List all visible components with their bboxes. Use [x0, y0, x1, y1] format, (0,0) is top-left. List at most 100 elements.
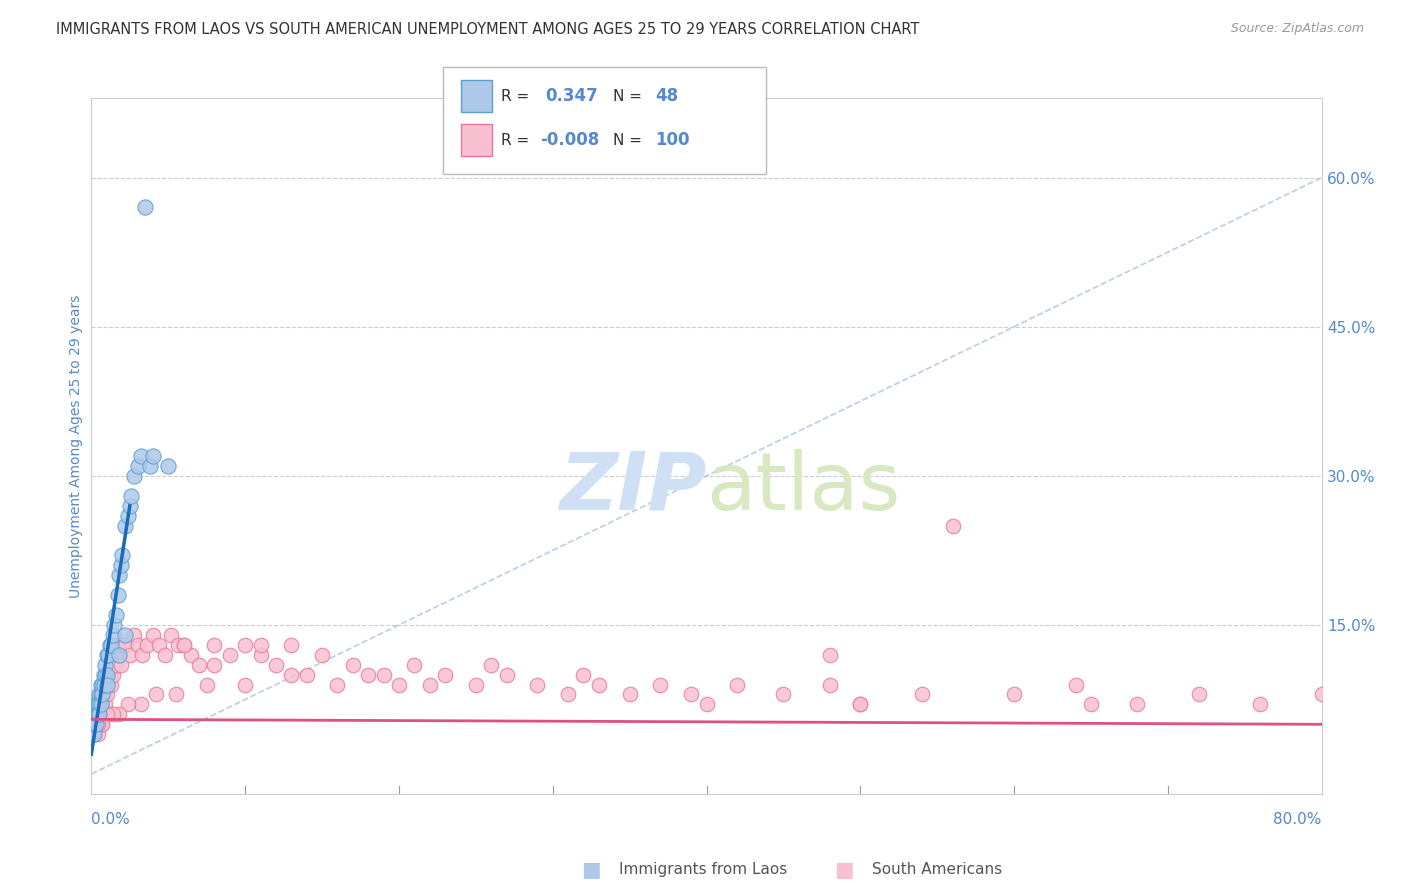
Point: [464, 677, 486, 691]
Point: [91, 677, 114, 691]
Point: [114, 638, 136, 652]
Point: [84, 707, 107, 722]
Point: [1126, 698, 1149, 712]
Point: [118, 499, 141, 513]
Point: [173, 638, 195, 652]
Point: [124, 468, 146, 483]
Point: [280, 667, 302, 681]
Point: [83, 707, 105, 722]
Text: R =: R =: [501, 133, 529, 148]
Point: [94, 677, 117, 691]
Text: IMMIGRANTS FROM LAOS VS SOUTH AMERICAN UNEMPLOYMENT AMONG AGES 25 TO 29 YEARS CO: IMMIGRANTS FROM LAOS VS SOUTH AMERICAN U…: [56, 22, 920, 37]
Point: [1187, 688, 1209, 702]
Point: [195, 677, 218, 691]
Text: Source: ZipAtlas.com: Source: ZipAtlas.com: [1230, 22, 1364, 36]
Point: [114, 518, 136, 533]
Text: ■: ■: [581, 860, 600, 880]
Point: [1080, 698, 1102, 712]
Point: [98, 638, 121, 652]
Point: [107, 638, 129, 652]
Point: [108, 568, 131, 582]
Point: [83, 727, 105, 741]
Point: [86, 707, 108, 722]
Text: 48: 48: [655, 87, 678, 105]
Point: [419, 677, 441, 691]
Point: [93, 688, 115, 702]
Point: [87, 717, 110, 731]
Point: [142, 449, 165, 463]
Point: [83, 727, 105, 741]
Point: [295, 667, 318, 681]
Point: [84, 717, 107, 731]
Point: [96, 648, 118, 662]
Text: 0.0%: 0.0%: [91, 812, 131, 827]
Point: [434, 667, 457, 681]
Point: [87, 707, 110, 722]
Point: [495, 667, 517, 681]
Point: [129, 449, 152, 463]
Point: [94, 657, 117, 672]
Point: [108, 707, 131, 722]
Point: [97, 677, 120, 691]
Text: R =: R =: [501, 89, 529, 103]
Point: [180, 648, 202, 662]
Point: [91, 698, 114, 712]
Point: [87, 698, 110, 712]
Text: Immigrants from Laos: Immigrants from Laos: [619, 863, 787, 877]
Point: [91, 717, 114, 731]
Point: [124, 628, 146, 642]
Point: [96, 707, 118, 722]
Point: [818, 677, 841, 691]
Text: 100: 100: [655, 131, 690, 150]
Point: [173, 638, 195, 652]
Point: [108, 648, 131, 662]
Point: [202, 657, 225, 672]
Point: [911, 688, 934, 702]
Point: [117, 508, 139, 523]
Point: [82, 717, 104, 731]
Point: [153, 648, 177, 662]
Point: [942, 518, 965, 533]
Point: [479, 657, 502, 672]
Text: ■: ■: [834, 860, 853, 880]
Point: [93, 707, 115, 722]
Point: [849, 698, 872, 712]
Point: [90, 707, 112, 722]
Point: [91, 717, 114, 731]
Point: [91, 688, 114, 702]
Point: [725, 677, 748, 691]
Point: [165, 688, 187, 702]
Point: [82, 717, 104, 731]
Point: [233, 677, 256, 691]
Point: [117, 698, 139, 712]
Point: [342, 657, 364, 672]
Point: [772, 688, 794, 702]
Text: -0.008: -0.008: [540, 131, 599, 150]
Point: [97, 648, 120, 662]
Point: [100, 638, 122, 652]
Text: South Americans: South Americans: [872, 863, 1002, 877]
Point: [139, 458, 162, 473]
Text: N =: N =: [613, 89, 643, 103]
Point: [84, 717, 107, 731]
Point: [96, 677, 118, 691]
Point: [82, 727, 104, 741]
Point: [849, 698, 872, 712]
Point: [103, 648, 125, 662]
Point: [84, 698, 107, 712]
Point: [619, 688, 641, 702]
Point: [1064, 677, 1087, 691]
Point: [1249, 698, 1271, 712]
Point: [86, 707, 108, 722]
Point: [120, 489, 142, 503]
Point: [101, 707, 124, 722]
Point: [101, 667, 124, 681]
Point: [681, 688, 703, 702]
Point: [83, 717, 105, 731]
Point: [127, 458, 149, 473]
Point: [202, 638, 225, 652]
Point: [107, 588, 129, 602]
Point: [588, 677, 610, 691]
Point: [218, 648, 240, 662]
Point: [526, 677, 548, 691]
